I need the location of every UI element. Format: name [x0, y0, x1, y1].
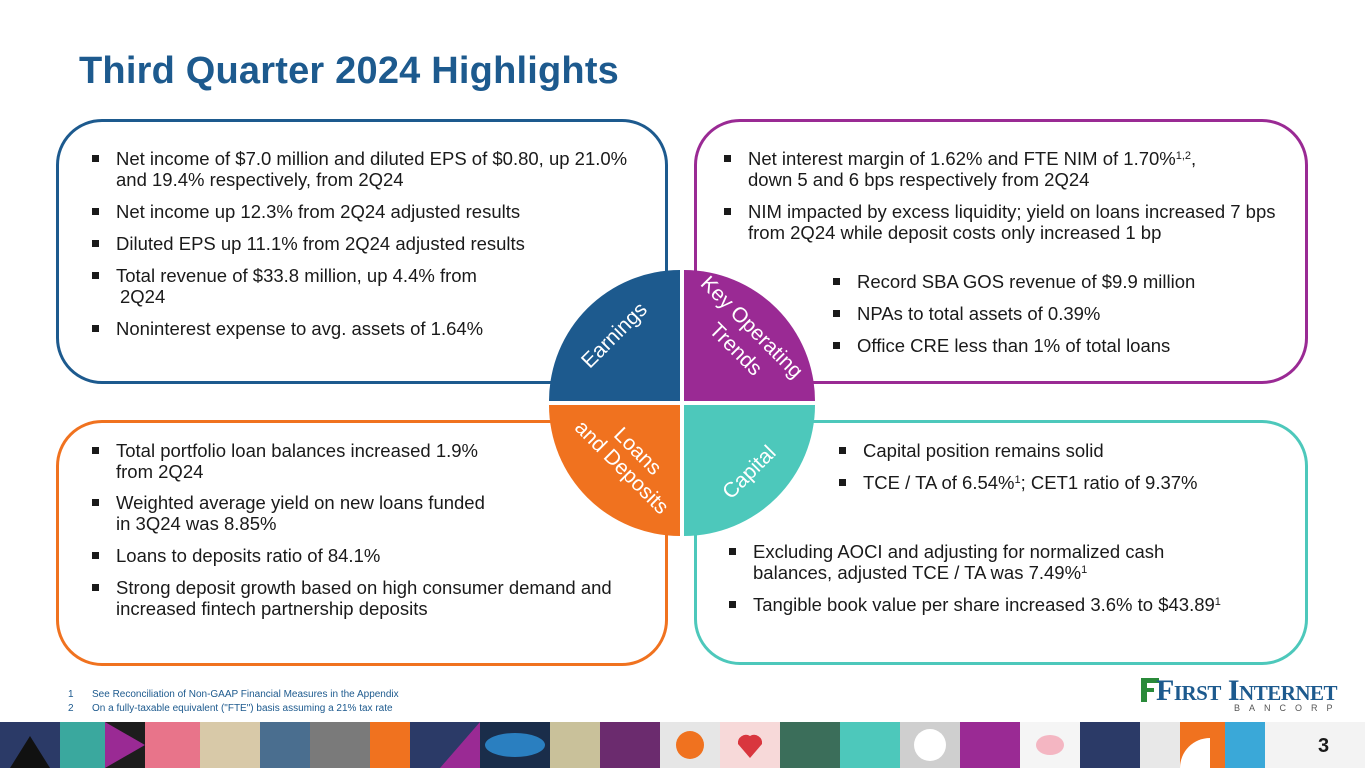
decorative-footer-strip [0, 722, 1365, 768]
key-trends-bullets-top: Net interest margin of 1.62% and FTE NIM… [722, 148, 1302, 243]
capital-bullet-adjusted-tce: Excluding AOCI and adjusting for normali… [727, 541, 1302, 583]
wheel-earnings-quadrant [549, 270, 680, 401]
key-trends-bullet-office-cre: Office CRE less than 1% of total loans [831, 335, 1291, 356]
wheel-capital-quadrant [684, 405, 815, 536]
page-title: Third Quarter 2024 Highlights [79, 50, 620, 92]
capital-bullets-top: Capital position remains solid TCE / TA … [837, 440, 1297, 493]
capital-bullets-bottom: Excluding AOCI and adjusting for normali… [727, 541, 1302, 615]
logo-mark-icon [1141, 678, 1159, 702]
footnotes: 1 See Reconciliation of Non-GAAP Financia… [68, 688, 399, 716]
wheel-loans-quadrant [549, 405, 680, 536]
earnings-bullet-net-income-adjusted: Net income up 12.3% from 2Q24 adjusted r… [90, 201, 650, 222]
logo-name: First Internet [1156, 674, 1338, 707]
earnings-bullet-eps: Diluted EPS up 11.1% from 2Q24 adjusted … [90, 233, 650, 254]
key-trends-bullet-liquidity: NIM impacted by excess liquidity; yield … [722, 201, 1302, 243]
earnings-bullet-expense: Noninterest expense to avg. assets of 1.… [90, 318, 650, 339]
earnings-bullet-revenue: Total revenue of $33.8 million, up 4.4% … [90, 265, 650, 307]
key-trends-bullet-npa: NPAs to total assets of 0.39% [831, 303, 1291, 324]
key-trends-bullet-sba: Record SBA GOS revenue of $9.9 million [831, 271, 1291, 292]
capital-bullet-position: Capital position remains solid [837, 440, 1297, 461]
capital-bullet-tbv: Tangible book value per share increased … [727, 594, 1302, 615]
loans-bullet-yield: Weighted average yield on new loans fund… [90, 492, 660, 534]
company-logo: First Internet BANCORP [1136, 672, 1348, 716]
earnings-bullet-net-income: Net income of $7.0 million and diluted E… [90, 148, 650, 190]
loans-bullets: Total portfolio loan balances increased … [90, 440, 660, 619]
key-trends-panel [694, 119, 1308, 384]
key-trends-bullet-nim: Net interest margin of 1.62% and FTE NIM… [722, 148, 1302, 190]
footnote-2: 2 On a fully-taxable equivalent ("FTE") b… [68, 703, 393, 714]
footnote-1: 1 See Reconciliation of Non-GAAP Financia… [68, 689, 399, 700]
page-number: 3 [1318, 735, 1330, 757]
wheel-key-trends-quadrant [684, 270, 815, 401]
highlights-wheel: Earnings Key Operating Trends Loans and … [549, 270, 815, 536]
loans-bullet-balances: Total portfolio loan balances increased … [90, 440, 660, 482]
loans-bullet-ratio: Loans to deposits ratio of 84.1% [90, 545, 660, 566]
capital-bullet-tce: TCE / TA of 6.54%1; CET1 ratio of 9.37% [837, 472, 1297, 493]
loans-bullet-deposits: Strong deposit growth based on high cons… [90, 577, 660, 619]
key-trends-bullets-bottom: Record SBA GOS revenue of $9.9 million N… [831, 271, 1291, 356]
logo-subtitle: BANCORP [1234, 703, 1342, 713]
earnings-bullets: Net income of $7.0 million and diluted E… [90, 148, 650, 339]
